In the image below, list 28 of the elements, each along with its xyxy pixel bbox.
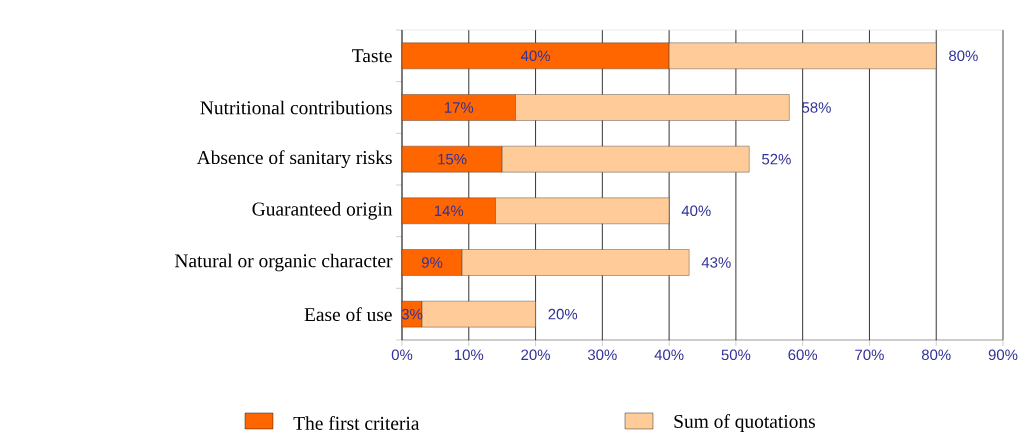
x-tick-label: 40% [654, 349, 684, 361]
x-tick-label: 80% [921, 349, 951, 361]
x-tick-label: 10% [454, 349, 484, 361]
data-label: 17% [444, 102, 474, 113]
total-label: 20% [548, 308, 578, 320]
y-tick-label: Nutritional contributions [200, 100, 392, 115]
y-tick-label: Absence of sanitary risks [196, 150, 392, 169]
total-label: 80% [949, 50, 978, 62]
x-tick-label: 20% [521, 349, 550, 361]
legend-label: The first criteria [293, 416, 420, 430]
y-tick-label: Guaranteed origin [252, 202, 393, 220]
total-label: 52% [762, 153, 791, 165]
legend-label: Sum of quotations [674, 414, 815, 432]
data-label: 9% [421, 257, 443, 268]
y-tick-label: Natural or organic character [174, 253, 393, 272]
data-label: 14% [434, 205, 464, 217]
total-label: 43% [701, 257, 731, 268]
y-tick-label: Ease of use [304, 307, 392, 322]
x-tick-label: 70% [855, 349, 884, 361]
data-label: 40% [520, 50, 550, 62]
y-tick-label: Taste [352, 49, 392, 63]
data-label: 15% [438, 153, 467, 165]
total-label: 40% [681, 205, 711, 217]
x-tick-label: 90% [988, 349, 1018, 361]
x-tick-label: 30% [587, 349, 617, 361]
x-tick-label: 0% [391, 349, 413, 361]
x-tick-label: 60% [788, 349, 818, 361]
x-tick-label: 50% [721, 349, 751, 361]
